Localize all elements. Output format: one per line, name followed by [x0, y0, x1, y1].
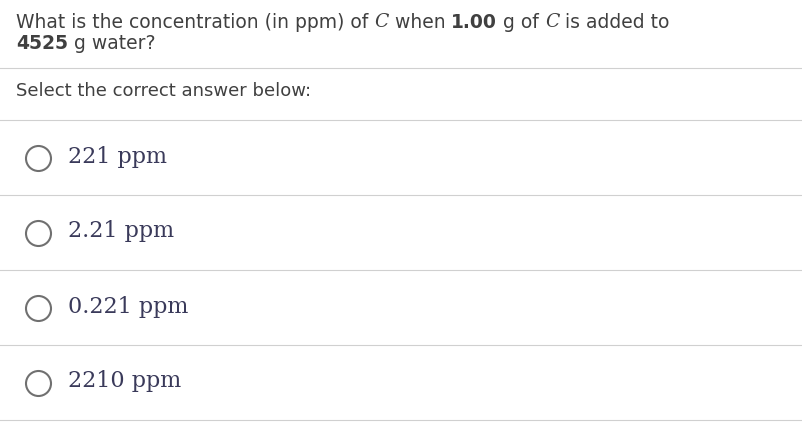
Text: 0.221 ppm: 0.221 ppm [68, 295, 188, 317]
Text: 2210 ppm: 2210 ppm [68, 371, 181, 393]
Text: What is the concentration (in ppm) of: What is the concentration (in ppm) of [16, 13, 375, 32]
Text: when: when [389, 13, 452, 32]
Text: 4525: 4525 [16, 34, 68, 53]
Text: Select the correct answer below:: Select the correct answer below: [16, 82, 311, 100]
Text: 2.21 ppm: 2.21 ppm [68, 221, 174, 243]
Text: g water?: g water? [68, 34, 156, 53]
Text: g of: g of [497, 13, 545, 32]
Text: is added to: is added to [559, 13, 670, 32]
Text: C: C [375, 13, 389, 31]
Text: 221 ppm: 221 ppm [68, 145, 167, 168]
Text: C: C [545, 13, 559, 31]
Text: 1.00: 1.00 [452, 13, 497, 32]
